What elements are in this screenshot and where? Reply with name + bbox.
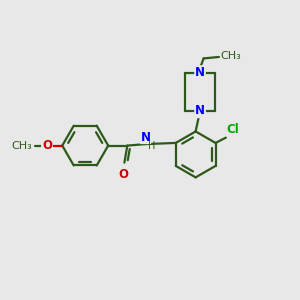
- Text: O: O: [118, 168, 128, 181]
- Text: O: O: [42, 139, 52, 152]
- Text: CH₃: CH₃: [11, 141, 32, 151]
- Text: Cl: Cl: [227, 123, 239, 136]
- Text: N: N: [195, 104, 205, 117]
- Text: N: N: [141, 130, 151, 143]
- Text: N: N: [195, 66, 205, 79]
- Text: H: H: [148, 142, 155, 152]
- Text: CH₃: CH₃: [220, 51, 241, 61]
